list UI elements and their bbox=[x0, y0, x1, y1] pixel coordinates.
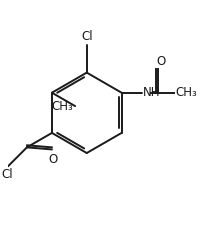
Text: CH₃: CH₃ bbox=[175, 86, 197, 99]
Text: Cl: Cl bbox=[81, 30, 93, 43]
Text: CH₃: CH₃ bbox=[52, 100, 73, 113]
Text: O: O bbox=[157, 55, 166, 68]
Text: Cl: Cl bbox=[1, 168, 13, 181]
Text: NH: NH bbox=[143, 86, 160, 99]
Text: O: O bbox=[48, 153, 57, 166]
